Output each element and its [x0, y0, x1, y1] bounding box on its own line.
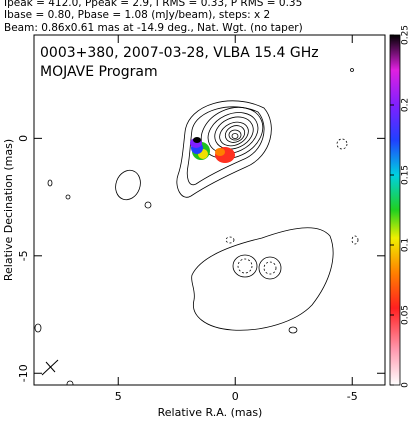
colorbar-tick-label: 0.05 [401, 305, 410, 325]
colorbar [389, 34, 401, 386]
x-tick-label: 0 [232, 390, 239, 403]
chart-title: 0003+380, 2007-03-28, VLBA 15.4 GHz [40, 45, 319, 61]
y-tick-label: -5 [17, 250, 30, 261]
x-tick-label: -5 [347, 390, 358, 403]
beam [41, 359, 59, 376]
y-axis-label: Relative Decination (mas) [2, 139, 15, 281]
y-tick-label: 0 [17, 135, 30, 142]
colorbar-tick-label: 0.1 [401, 238, 410, 252]
colorbar-tick-label: 0.25 [401, 25, 410, 45]
plot-frame [33, 34, 386, 386]
header-line: Ipeak = 412.0, Ppeak = 2.9, I RMS = 0.33… [4, 0, 302, 9]
x-tick-label: 5 [115, 390, 122, 403]
header-line: Beam: 0.86x0.61 mas at -14.9 deg., Nat. … [4, 22, 303, 34]
colorbar-tick-label: 0.2 [401, 98, 410, 112]
colorbar-tick-label: 0.15 [401, 165, 410, 185]
polarization-blob [190, 137, 235, 163]
contour-map [34, 68, 359, 385]
header-line: Ibase = 0.80, Pbase = 1.08 (mJy/beam), s… [4, 9, 270, 21]
chart-subtitle: MOJAVE Program [40, 64, 158, 80]
colorbar-tick-label: 0 [401, 382, 410, 388]
y-tick-label: -10 [17, 364, 30, 382]
x-axis-label: Relative R.A. (mas) [158, 406, 263, 419]
